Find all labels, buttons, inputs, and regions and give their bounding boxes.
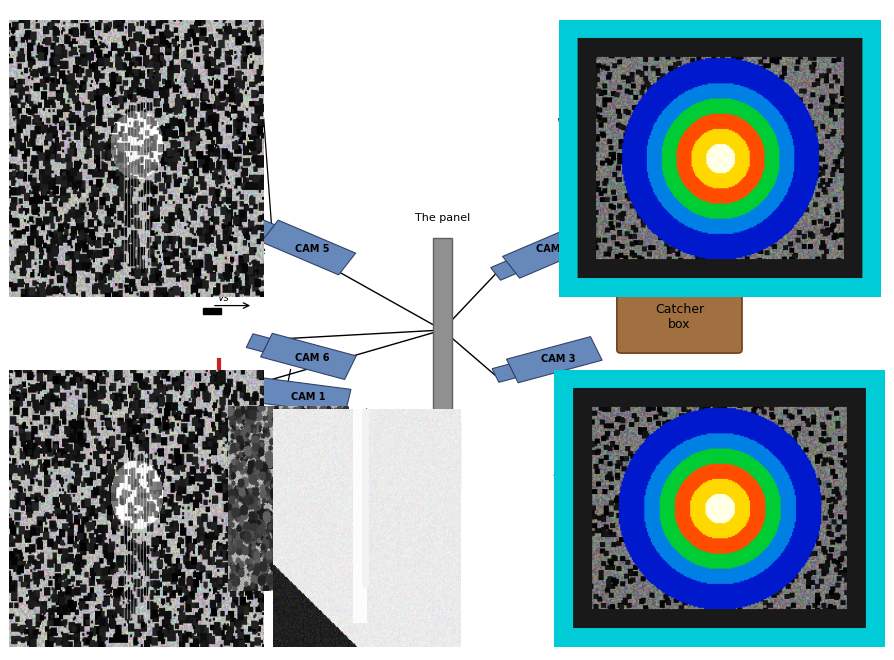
Text: CAM 1: CAM 1 (291, 391, 325, 401)
Bar (246, 334, 270, 352)
Text: CAM 3: CAM 3 (541, 354, 576, 364)
Bar (492, 364, 516, 382)
Bar (502, 224, 597, 278)
Bar (203, 308, 221, 314)
Text: The panel: The panel (415, 213, 470, 223)
Text: CAM 4: CAM 4 (536, 244, 571, 254)
Text: CAM 6: CAM 6 (295, 352, 330, 362)
Bar (257, 378, 351, 414)
Bar (491, 261, 516, 280)
Bar (426, 422, 460, 488)
Bar (249, 218, 274, 238)
Bar (240, 381, 262, 397)
Text: IR gate: IR gate (226, 246, 266, 256)
Bar (261, 333, 356, 380)
Text: CAM 5: CAM 5 (295, 244, 330, 254)
Text: Catcher
box: Catcher box (655, 303, 704, 331)
FancyBboxPatch shape (617, 280, 742, 353)
Text: CAM 2: CAM 2 (426, 447, 460, 457)
Bar (433, 488, 452, 502)
Bar (261, 220, 356, 275)
Bar (507, 337, 602, 383)
Bar (433, 238, 452, 422)
Text: Vs: Vs (217, 293, 229, 304)
